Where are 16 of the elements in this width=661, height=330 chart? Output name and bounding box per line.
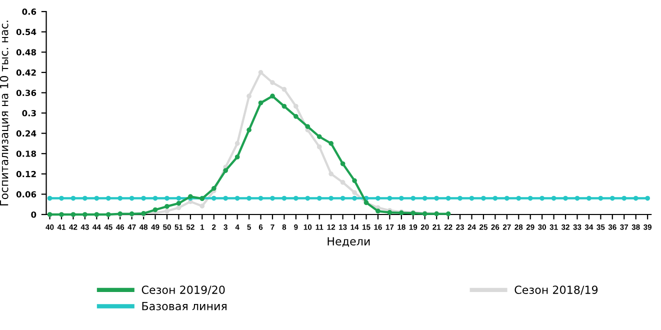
y-tick-label: 0	[31, 211, 36, 218]
y-tick-label: 0.42	[16, 69, 36, 76]
y-tick-label: 0.54	[16, 28, 36, 36]
y-tick-label: 0.12	[16, 170, 36, 178]
y-tick-label: 0.6	[22, 8, 36, 15]
legend-label: Сезон 2019/20	[142, 286, 225, 295]
y-tick-label: 0.3	[22, 110, 36, 116]
y-tick-label: 0.36	[16, 90, 36, 96]
y-tick-label: 0.18	[16, 150, 36, 157]
y-axis-title: Госпитализация на 10 тыс. нас.	[0, 20, 10, 206]
legend-label: Базовая линия	[142, 302, 226, 310]
y-tick-label: 0.24	[16, 130, 36, 137]
y-tick-label: 0.48	[16, 49, 36, 56]
x-axis-title: Недели	[328, 237, 370, 247]
y-tick-label: 0.06	[16, 191, 36, 198]
legend-label: Сезон 2018/19	[514, 286, 598, 295]
